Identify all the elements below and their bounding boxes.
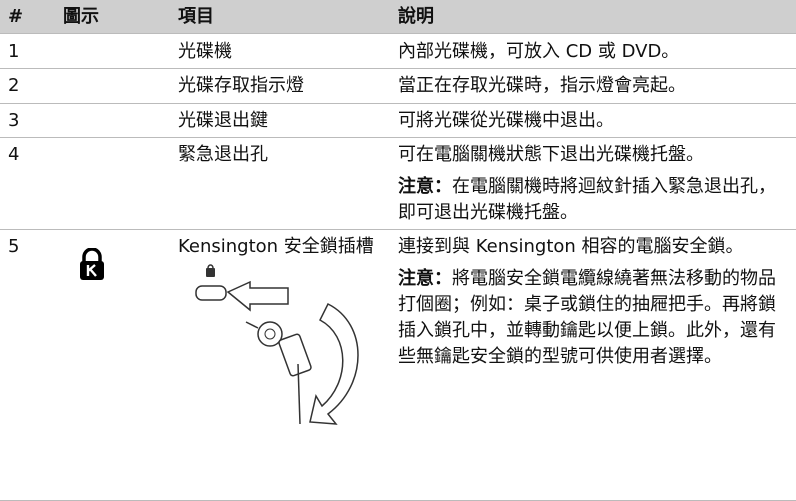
description-cell: 內部光碟機，可放入 CD 或 DVD。 (390, 33, 796, 69)
item-text: 光碟退出鍵 (178, 110, 268, 131)
description: 內部光碟機，可放入 CD 或 DVD。 (398, 41, 680, 62)
row-number: 3 (0, 103, 55, 138)
icon-cell (55, 103, 170, 138)
table-row: 2 光碟存取指示燈 當正在存取光碟時，指示燈會亮起。 (0, 68, 796, 104)
header-cell: 說明 (390, 0, 796, 34)
lock-illustration (195, 264, 359, 425)
description-cell: 可將光碟從光碟機中退出。 (390, 103, 796, 138)
header-cell: # (0, 0, 55, 34)
item-cell: Kensington 安全鎖插槽 (170, 229, 390, 501)
item-text: 光碟存取指示燈 (178, 75, 304, 96)
note-text: 在電腦關機時將迴紋針插入緊急退出孔，即可退出光碟機托盤。 (398, 176, 776, 223)
item-text: 光碟機 (178, 41, 232, 62)
description-cell: 可在電腦關機狀態下退出光碟機托盤。 注意：在電腦關機時將迴紋針插入緊急退出孔，即可… (390, 137, 796, 230)
description: 可將光碟從光碟機中退出。 (398, 110, 614, 131)
lock-icon (80, 247, 104, 280)
item-text: Kensington 安全鎖插槽 (178, 236, 374, 257)
description-cell: 當正在存取光碟時，指示燈會亮起。 (390, 68, 796, 104)
table-row: 1 光碟機 內部光碟機，可放入 CD 或 DVD。 (0, 33, 796, 69)
note: 注意：在電腦關機時將迴紋針插入緊急退出孔，即可退出光碟機托盤。 (398, 174, 790, 226)
icon-cell (55, 229, 170, 501)
icon-cell (55, 33, 170, 69)
description-cell: 連接到與 Kensington 相容的電腦安全鎖。 注意：將電腦安全鎖電纜線繞著無… (390, 229, 796, 501)
icon-cell (55, 137, 170, 230)
header-cell: 圖示 (55, 0, 170, 34)
description: 連接到與 Kensington 相容的電腦安全鎖。 (398, 236, 744, 257)
item-text: 緊急退出孔 (178, 144, 268, 165)
note: 注意：將電腦安全鎖電纜線繞著無法移動的物品打個圈；例如：桌子或鎖住的抽屜把手。再… (398, 266, 790, 370)
item-cell: 光碟退出鍵 (170, 103, 390, 138)
table-body: 1 光碟機 內部光碟機，可放入 CD 或 DVD。 2 光碟存取指示燈 當正在存取光碟時，… (0, 33, 796, 501)
item-cell: 光碟機 (170, 33, 390, 69)
row-number: 5 (0, 229, 55, 501)
description: 可在電腦關機狀態下退出光碟機托盤。 (398, 144, 704, 165)
note-label: 注意： (398, 268, 452, 289)
row-number: 4 (0, 137, 55, 230)
item-cell: 緊急退出孔 (170, 137, 390, 230)
item-cell: 光碟存取指示燈 (170, 68, 390, 104)
table-row: 4 緊急退出孔 可在電腦關機狀態下退出光碟機托盤。 注意：在電腦關機時將迴紋針插入緊急… (0, 137, 796, 230)
note-label: 注意： (398, 176, 452, 197)
table-row: 5 Kensington 安全鎖插槽 連接到與 Kensington 相容的電腦安全… (0, 229, 796, 501)
header-row: # 圖示 項目 說明 (0, 0, 796, 34)
table-row: 3 光碟退出鍵 可將光碟從光碟機中退出。 (0, 103, 796, 138)
icon-cell (55, 68, 170, 104)
header-cell: 項目 (170, 0, 390, 34)
row-number: 1 (0, 33, 55, 69)
note-text: 將電腦安全鎖電纜線繞著無法移動的物品打個圈；例如：桌子或鎖住的抽屜把手。再將鎖插… (398, 268, 776, 367)
row-number: 2 (0, 68, 55, 104)
description: 當正在存取光碟時，指示燈會亮起。 (398, 75, 686, 96)
